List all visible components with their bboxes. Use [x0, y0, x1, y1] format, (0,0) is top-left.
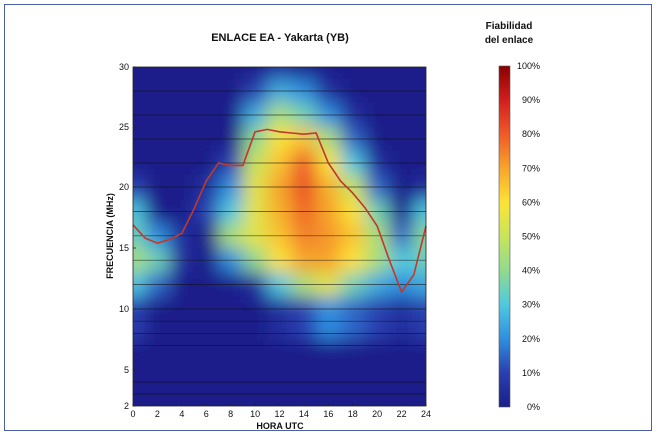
heatmap-cell — [169, 67, 195, 79]
heatmap-cell — [389, 388, 414, 406]
colorbar-label: 0% — [527, 402, 540, 412]
colorbar-label: 10% — [522, 368, 540, 378]
colorbar-title-line1: Fiabilidad — [486, 21, 533, 32]
heatmap-cell — [364, 296, 390, 340]
x-tick-label: 18 — [348, 409, 358, 419]
x-tick-label: 6 — [204, 409, 209, 419]
heatmap-cell — [340, 296, 365, 340]
x-axis-label: HORA UTC — [256, 421, 304, 431]
y-tick-label: 5 — [124, 365, 129, 375]
heatmap-cell — [145, 388, 170, 406]
heatmap-cell — [340, 388, 365, 406]
x-tick-label: 22 — [397, 409, 407, 419]
heatmap-cell — [218, 296, 243, 340]
heatmap-cell — [413, 296, 426, 340]
reliability-heatmap — [133, 67, 426, 406]
heatmap-cell — [242, 339, 268, 388]
heatmap-cell — [194, 296, 219, 340]
x-axis-ticks: 0 2 4 6 8 10 12 14 16 18 20 22 24 — [130, 403, 431, 419]
heatmap-cell — [169, 296, 195, 340]
heatmap-cell — [316, 388, 341, 406]
plot-grid — [133, 90, 426, 395]
heatmap-cell — [133, 67, 146, 79]
heatmap-cell — [133, 339, 146, 388]
y-tick-label: 30 — [119, 62, 129, 72]
y-tick-label: 10 — [119, 304, 129, 314]
colorbar-label: 100% — [517, 61, 540, 71]
heatmap-cell — [291, 67, 317, 79]
x-tick-label: 24 — [421, 409, 431, 419]
x-tick-label: 20 — [372, 409, 382, 419]
x-tick-label: 0 — [130, 409, 135, 419]
heatmap-cell — [267, 388, 292, 406]
heatmap-cell — [389, 339, 414, 388]
x-tick-label: 2 — [155, 409, 160, 419]
colorbar-label: 30% — [522, 300, 540, 310]
heatmap-cell — [389, 296, 414, 340]
heatmap-cell — [316, 67, 341, 79]
colorbar-label: 80% — [522, 129, 540, 139]
heatmap-cell — [267, 67, 292, 79]
heatmap-cell — [218, 388, 243, 406]
heatmap-cell — [145, 339, 170, 388]
heatmap-cell — [133, 296, 146, 340]
colorbar-label: 90% — [522, 95, 540, 105]
x-tick-label: 16 — [323, 409, 333, 419]
heatmap-cell — [340, 339, 365, 388]
y-tick-label: 25 — [119, 122, 129, 132]
heatmap-cell — [267, 339, 292, 388]
x-tick-label: 10 — [250, 409, 260, 419]
heatmap-cell — [413, 67, 426, 79]
heatmap-cell — [389, 67, 414, 79]
y-axis-label: FRECUENCIA (MHz) — [105, 193, 115, 279]
heatmap-cell — [218, 67, 243, 79]
y-tick-label: 2 — [124, 401, 129, 411]
colorbar — [498, 65, 511, 408]
colorbar-label: 20% — [522, 334, 540, 344]
y-tick-label: 20 — [119, 182, 129, 192]
heatmap-cell — [194, 67, 219, 79]
heatmap-cell — [413, 388, 426, 406]
heatmap-cell — [242, 388, 268, 406]
heatmap-cell — [145, 296, 170, 340]
heatmap-cell — [194, 388, 219, 406]
colorbar-label: 60% — [522, 197, 540, 207]
heatmap-cell — [169, 388, 195, 406]
heatmap-cell — [364, 339, 390, 388]
y-tick-label: 15 — [119, 243, 129, 253]
x-tick-label: 12 — [274, 409, 284, 419]
heatmap-cell — [169, 339, 195, 388]
colorbar-labels: 100% 90% 80% 70% 60% 50% 40% 30% 20% 10% 0% — [517, 61, 540, 412]
heatmap-cell — [340, 67, 365, 79]
x-tick-label: 8 — [228, 409, 233, 419]
x-tick-label: 4 — [179, 409, 184, 419]
heatmap-cell — [242, 296, 268, 340]
heatmap-cell — [413, 339, 426, 388]
heatmap-cell — [194, 339, 219, 388]
colorbar-label: 50% — [522, 232, 540, 242]
muf-line — [132, 128, 427, 294]
heatmap-cell — [291, 388, 317, 406]
colorbar-label: 70% — [522, 163, 540, 173]
colorbar-label: 40% — [522, 266, 540, 276]
heatmap-cell — [145, 67, 170, 79]
heatmap-cell — [242, 67, 268, 79]
heatmap-cell — [316, 296, 341, 340]
heatmap-cell — [316, 339, 341, 388]
chart-title: ENLACE EA - Yakarta (YB) — [211, 32, 349, 44]
x-tick-label: 14 — [299, 409, 309, 419]
heatmap-cell — [218, 339, 243, 388]
heatmap-cell — [291, 296, 317, 340]
heatmap-cell — [267, 296, 292, 340]
colorbar-title-line2: del enlace — [485, 35, 534, 46]
heatmap-cell — [291, 339, 317, 388]
heatmap-cell — [133, 388, 146, 406]
heatmap-cell — [364, 388, 390, 406]
heatmap-cell — [364, 67, 390, 79]
